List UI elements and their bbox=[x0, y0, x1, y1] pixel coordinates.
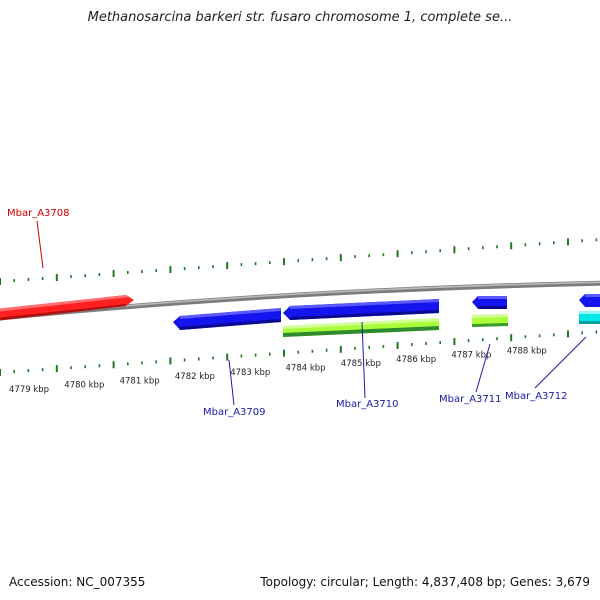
gene-label-text: Mbar_A3712 bbox=[505, 391, 568, 402]
scale-label: 4782 kbp bbox=[175, 372, 215, 382]
accession-text: Accession: NC_007355 bbox=[9, 575, 146, 589]
topology-summary-text: Topology: circular; Length: 4,837,408 bp… bbox=[260, 575, 590, 589]
feature-mbar-a3712-cds[interactable] bbox=[579, 311, 600, 324]
scale-label: 4781 kbp bbox=[120, 376, 160, 386]
label-mbar-a3711[interactable]: Mbar_A3711 bbox=[439, 343, 502, 405]
gene-mbar-a3711[interactable] bbox=[472, 296, 507, 309]
scale-labels: 4779 kbp 4780 kbp 4781 kbp 4782 kbp 4783 kbp… bbox=[9, 346, 547, 395]
label-mbar-a3712[interactable]: Mbar_A3712 bbox=[505, 336, 587, 402]
scale-label: 4785 kbp bbox=[341, 359, 381, 369]
gene-mbar-a3708[interactable] bbox=[0, 295, 134, 321]
label-mbar-a3708[interactable]: Mbar_A3708 bbox=[7, 208, 70, 269]
gene-label-text: Mbar_A3710 bbox=[336, 399, 399, 410]
gene-mbar-a3709[interactable] bbox=[173, 308, 281, 330]
scale-label: 4779 kbp bbox=[9, 385, 49, 395]
scale-label: 4786 kbp bbox=[396, 355, 436, 365]
scale-label: 4784 kbp bbox=[286, 364, 326, 374]
gene-label-text: Mbar_A3709 bbox=[203, 407, 266, 418]
scale-label: 4780 kbp bbox=[64, 381, 104, 391]
lower-tick-row bbox=[0, 330, 598, 376]
sequence-title: Methanosarcina barkeri str. fusaro chrom… bbox=[87, 10, 513, 25]
gene-mbar-a3710[interactable] bbox=[283, 299, 439, 320]
gene-label-text: Mbar_A3708 bbox=[7, 208, 70, 219]
label-mbar-a3709[interactable]: Mbar_A3709 bbox=[203, 359, 266, 418]
scale-label: 4788 kbp bbox=[507, 346, 547, 356]
gene-mbar-a3712[interactable] bbox=[579, 294, 600, 307]
feature-mbar-a3711-cds[interactable] bbox=[472, 314, 508, 327]
scale-label: 4783 kbp bbox=[230, 368, 270, 378]
gene-label-text: Mbar_A3711 bbox=[439, 394, 502, 405]
feature-mbar-a3710-cds[interactable] bbox=[283, 318, 439, 337]
label-mbar-a3710[interactable]: Mbar_A3710 bbox=[336, 321, 399, 410]
upper-tick-row bbox=[0, 238, 598, 285]
scale-label: 4787 kbp bbox=[451, 351, 491, 361]
